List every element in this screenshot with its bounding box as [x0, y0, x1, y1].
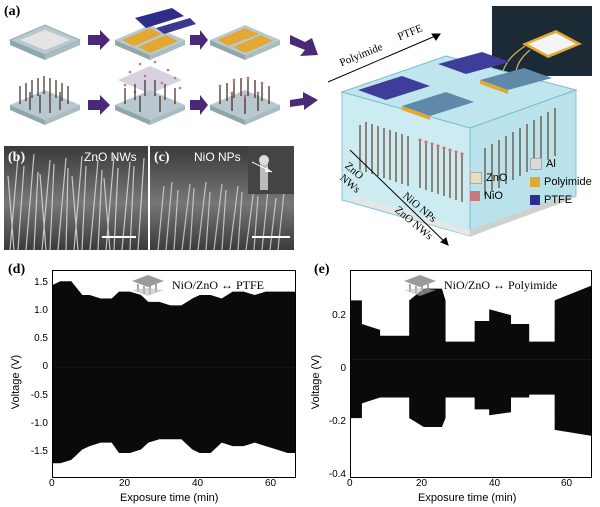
legend-item-zno: ZnO [470, 172, 507, 185]
chart-e-legend: NiO/ZnO ↔ Polyimide [400, 274, 590, 296]
chart-e-xtick: 60 [561, 478, 573, 489]
chart-e-ytick: 0 [340, 363, 346, 374]
chart-d-legend: NiO/ZnO ↔ PTFE [128, 274, 288, 296]
legend-swatch-al [530, 158, 542, 171]
chart-d-voltage-envelope [53, 281, 295, 464]
chart-d-frame [52, 270, 296, 478]
legend-item-al: Al [530, 158, 556, 171]
sem-label-nio-nps: NiO NPs [194, 150, 241, 164]
legend-swatch-ptfe [530, 195, 540, 206]
chart-d-xtick: 0 [49, 478, 55, 489]
sem-pointer-arrow [251, 161, 273, 173]
chart-e-ytick: -0.2 [328, 416, 346, 427]
panel-label-d: (d) [8, 262, 26, 277]
legend-item-ptfe: PTFE [530, 194, 572, 206]
device-schematic [327, 6, 592, 246]
chart-d-ytick: -0.5 [30, 390, 48, 401]
legend-swatch-nio [470, 191, 480, 202]
chart-e-legend-text: NiO/ZnO ↔ Polyimide [444, 278, 558, 292]
panel-label-e: (e) [314, 262, 330, 277]
chart-e-plot [351, 285, 591, 436]
chart-e-xtick: 0 [347, 478, 353, 489]
legend-item-nio: NiO [470, 190, 503, 202]
legend-item-polyimide: Polyimide [530, 176, 592, 188]
sem-image-nio-nps [150, 146, 294, 250]
flow-arrows [88, 30, 318, 115]
chart-e-ytick: -0.4 [328, 469, 346, 480]
device-photo-inset [492, 6, 592, 76]
sem-texture-c [157, 146, 294, 250]
panel-label-b: (b) [8, 150, 26, 165]
chart-d-ytick: 1.5 [34, 277, 48, 288]
chart-d-xticks: 0 20 40 60 [49, 478, 294, 492]
panel-label-c: (c) [154, 150, 170, 165]
chart-d-xtick: 20 [119, 478, 131, 489]
chart-e-yticks: 0.2 0 -0.2 -0.4 [314, 270, 348, 480]
chart-e-ytick: 0.2 [332, 310, 346, 321]
step-1-substrate [8, 24, 82, 60]
sem-label-zno-nws: ZnO NWs [84, 150, 137, 164]
panel-label-a: (a) [4, 4, 21, 19]
chart-e-xtick: 40 [489, 478, 501, 489]
chart-e-xtick: 20 [416, 478, 428, 489]
step-4-nanowires [10, 76, 80, 125]
chart-e-voltage-envelope [351, 285, 591, 436]
chart-d-ytick: -1.0 [30, 418, 48, 429]
legend-swatch-polyimide [530, 177, 540, 188]
step-5-deposition [115, 60, 185, 125]
scale-bar-c [252, 236, 290, 238]
chart-d-xlabel: Exposure time (min) [120, 492, 219, 504]
sem-image-zno-nws [4, 146, 148, 250]
chart-e-frame [350, 270, 592, 478]
scale-bar-b [102, 236, 136, 238]
process-flow-diagram [8, 8, 318, 125]
chart-d-ytick: -1.5 [30, 446, 48, 457]
step-2-peel [115, 8, 196, 60]
step-3-electrodes [210, 25, 280, 60]
chart-d-ytick: 0 [42, 361, 48, 372]
step-6-decorated-nanowires [210, 76, 280, 125]
chart-d-yticks: 1.5 1.0 0.5 0 -0.5 -1.0 -1.5 [14, 270, 50, 476]
chart-d-xtick: 40 [192, 478, 204, 489]
chart-d-xtick: 60 [265, 478, 277, 489]
chart-d-ytick: 1.0 [34, 305, 48, 316]
chart-d-legend-text: NiO/ZnO ↔ PTFE [172, 278, 265, 292]
chart-d-device-icon [132, 275, 164, 296]
chart-e-xticks: 0 20 40 60 [347, 478, 590, 492]
chart-e-xlabel: Exposure time (min) [418, 492, 517, 504]
chart-d-plot [53, 281, 295, 464]
legend-swatch-zno [470, 172, 482, 185]
chart-d-ytick: 0.5 [34, 333, 48, 344]
chart-e-device-icon [404, 275, 436, 296]
